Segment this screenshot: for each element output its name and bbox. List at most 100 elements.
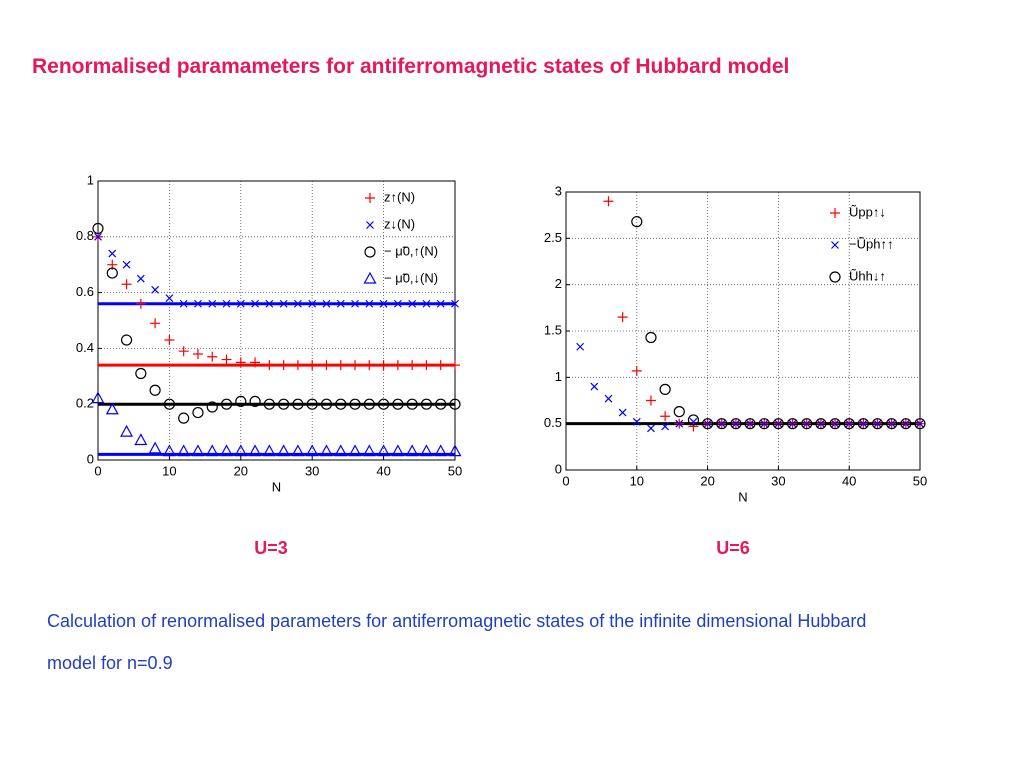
y-tick-label: 0.5: [544, 415, 562, 430]
data-point: [292, 360, 303, 371]
data-point: [262, 444, 276, 457]
data-point: [422, 299, 431, 308]
x-tick-label: 30: [305, 463, 319, 478]
data-point: [278, 360, 289, 371]
data-point: [235, 395, 247, 407]
plot-area: [98, 181, 455, 460]
data-point: [661, 422, 670, 431]
data-point: [205, 444, 219, 457]
data-point: [871, 418, 884, 430]
data-point: [843, 418, 855, 430]
data-point: [631, 365, 642, 376]
data-point: [576, 342, 585, 351]
legend-marker: [830, 208, 840, 218]
data-point: [108, 249, 117, 258]
data-point: [191, 444, 205, 457]
data-point: [208, 299, 217, 308]
legend-label: −Ũph↑↑: [849, 236, 893, 251]
data-point: [134, 433, 148, 446]
axes-frame: [97, 180, 456, 461]
data-point: [135, 367, 147, 380]
legend-label: Ũpp↑↓: [849, 204, 886, 219]
data-point: [758, 418, 770, 430]
x-tick-label: 50: [448, 463, 462, 478]
data-point: [816, 419, 825, 428]
data-point: [703, 419, 712, 428]
y-tick-label: 1.5: [544, 322, 562, 337]
data-point: [179, 299, 188, 308]
y-tick-label: 0.6: [76, 284, 94, 299]
data-point: [857, 418, 869, 430]
data-point: [121, 279, 132, 290]
data-point: [319, 444, 333, 457]
legend-label: Ũhh↓↑: [849, 268, 886, 283]
data-point: [192, 407, 204, 419]
y-tick-label: 2: [555, 276, 562, 291]
data-point: [645, 331, 657, 344]
slide-title: Renormalised paramameters for antiferrom…: [32, 55, 790, 78]
x-tick-label: 20: [700, 473, 714, 488]
data-point: [392, 398, 404, 410]
data-point: [405, 444, 419, 457]
data-point: [744, 418, 756, 430]
data-point: [802, 419, 811, 428]
data-point: [350, 360, 361, 371]
y-tick-label: 0.2: [76, 396, 94, 411]
data-point: [845, 419, 854, 428]
data-point: [263, 398, 275, 410]
data-point: [590, 382, 599, 391]
y-tick-label: 1: [87, 172, 94, 187]
data-point: [760, 419, 769, 428]
chart-caption: U=6: [716, 538, 750, 558]
data-point: [716, 418, 728, 430]
y-tick-label: 0.8: [76, 228, 94, 243]
data-point: [406, 398, 418, 410]
data-point: [320, 398, 333, 410]
data-point: [617, 312, 628, 323]
data-point: [192, 348, 203, 359]
data-point: [730, 418, 742, 430]
data-point: [94, 232, 102, 241]
data-point: [675, 419, 684, 428]
data-point: [407, 360, 418, 371]
data-point: [92, 222, 104, 234]
data-point: [774, 419, 783, 428]
data-point: [207, 351, 218, 362]
x-tick-label: 50: [913, 473, 927, 488]
data-point: [334, 444, 348, 457]
data-point: [308, 299, 317, 308]
data-point: [887, 419, 896, 428]
data-point: [449, 398, 461, 410]
data-point: [647, 424, 655, 433]
data-point: [178, 346, 189, 357]
data-point: [322, 299, 331, 308]
data-point: [335, 360, 346, 371]
data-point: [264, 360, 275, 371]
data-point: [886, 418, 898, 430]
data-point: [688, 421, 699, 432]
data-point: [731, 419, 740, 428]
data-point: [162, 444, 176, 457]
data-point: [801, 418, 813, 430]
data-point: [673, 406, 685, 418]
data-point: [815, 418, 827, 430]
data-point: [148, 441, 162, 454]
description: Calculation of renormalised parameters f…: [47, 611, 867, 673]
data-point: [151, 285, 160, 294]
data-point: [165, 294, 174, 303]
legend-label: z↑(N): [384, 189, 415, 204]
data-point: [136, 274, 145, 283]
data-point: [150, 318, 161, 329]
data-point: [788, 419, 797, 428]
data-point: [249, 395, 261, 407]
data-point: [450, 360, 460, 371]
data-point: [362, 444, 376, 457]
data-point: [435, 398, 447, 410]
data-point: [248, 444, 262, 457]
data-point: [378, 360, 389, 371]
data-point: [448, 444, 462, 457]
data-point: [250, 357, 261, 368]
x-tick-label: 10: [630, 473, 644, 488]
data-point: [379, 299, 388, 308]
